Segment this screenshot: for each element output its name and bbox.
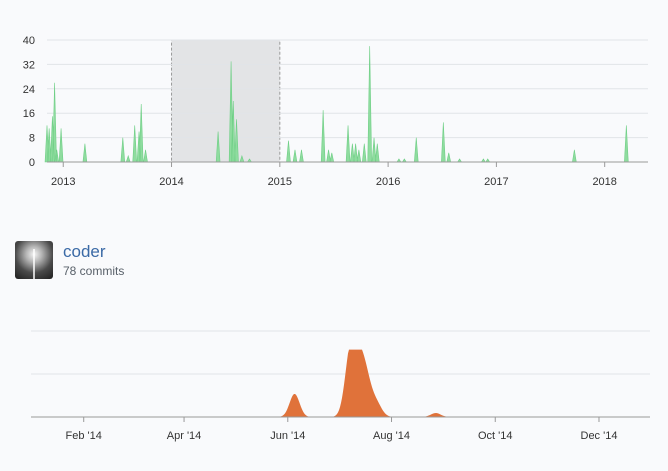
x-tick-label: 2018: [592, 176, 616, 188]
detail-x-tick-label: Apr '14: [167, 430, 202, 442]
x-tick-label: 2013: [51, 176, 75, 188]
detail-x-tick-label: Aug '14: [373, 430, 410, 442]
selection-brush[interactable]: [171, 39, 281, 163]
y-tick-label: 24: [23, 84, 35, 96]
overview-commit-area: [44, 46, 648, 163]
user-avatar-image[interactable]: [15, 241, 53, 279]
contributor-name-link[interactable]: coder: [63, 242, 106, 261]
x-tick-label: 2016: [376, 176, 400, 188]
detail-x-tick-label: Dec '14: [581, 430, 618, 442]
detail-x-tick-label: Oct '14: [478, 430, 513, 442]
commit-count: 78 commits: [63, 264, 125, 278]
y-tick-label: 0: [29, 157, 35, 169]
y-tick-label: 40: [23, 35, 35, 47]
detail-x-tick-label: Jun '14: [270, 430, 305, 442]
overview-chart[interactable]: 40 32 24 16 8 0 2013 2014 2015 2016 2017 2018: [0, 0, 668, 200]
x-tick-label: 2015: [268, 176, 292, 188]
detail-x-tick-label: Feb '14: [66, 430, 102, 442]
x-tick-label: 2014: [159, 176, 183, 188]
overview-chart-svg[interactable]: 40 32 24 16 8 0 2013 2014 2015 2016 2017 2018: [0, 0, 668, 200]
contributor-commit-chart-svg: Feb '14 Apr '14 Jun '14 Aug '14 Oct '14 Dec '…: [31, 330, 650, 442]
y-tick-label: 32: [23, 59, 35, 71]
contributor-commit-area: [31, 349, 650, 417]
contributor-card: coder 78 commits Feb '14 Apr '14 Jun '14 Au…: [0, 236, 668, 466]
y-tick-label: 8: [29, 133, 35, 145]
x-tick-label: 2017: [484, 176, 508, 188]
avatar-light-ray: [33, 249, 35, 279]
y-tick-label: 16: [23, 108, 35, 120]
contributor-commit-chart: Feb '14 Apr '14 Jun '14 Aug '14 Oct '14 Dec '…: [0, 326, 668, 466]
